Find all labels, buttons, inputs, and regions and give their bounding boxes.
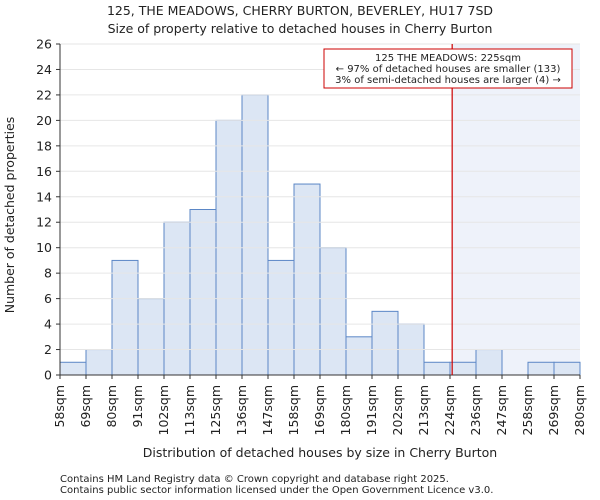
x-tick-label: 58sqm xyxy=(52,385,67,428)
x-tick-label: 224sqm xyxy=(442,385,457,435)
y-tick-label: 8 xyxy=(44,266,52,281)
annotation-line2: ← 97% of detached houses are smaller (13… xyxy=(336,64,561,75)
y-tick-label: 16 xyxy=(36,164,52,179)
x-tick-label: 169sqm xyxy=(312,385,327,435)
bar-91sqm xyxy=(137,298,165,376)
bar-180sqm xyxy=(345,336,373,376)
bar-158sqm xyxy=(293,183,321,376)
y-tick-label: 18 xyxy=(36,138,52,153)
y-tick-label: 20 xyxy=(36,113,52,128)
x-tick-label: 158sqm xyxy=(286,385,301,435)
x-tick-label: 102sqm xyxy=(156,385,171,435)
annotation-line1: 125 THE MEADOWS: 225sqm xyxy=(375,53,521,64)
footer-line2: Contains public sector information licen… xyxy=(60,485,493,496)
y-tick-label: 6 xyxy=(44,291,52,306)
x-tick-label: 91sqm xyxy=(130,385,145,428)
y-tick-label: 10 xyxy=(36,240,52,255)
bar-147sqm xyxy=(267,259,295,376)
bar-69sqm xyxy=(85,349,113,376)
x-tick-label: 247sqm xyxy=(494,385,509,435)
x-tick-label: 213sqm xyxy=(416,385,431,435)
y-tick-label: 4 xyxy=(44,317,52,332)
x-tick-label: 113sqm xyxy=(182,385,197,435)
x-tick-label: 258sqm xyxy=(520,385,535,435)
bar-113sqm xyxy=(189,209,217,376)
highlight-region xyxy=(452,44,580,375)
x-tick-label: 202sqm xyxy=(390,385,405,435)
footer-line1: Contains HM Land Registry data © Crown c… xyxy=(60,474,449,485)
y-tick-label: 12 xyxy=(36,215,52,230)
x-axis-label: Distribution of detached houses by size … xyxy=(143,445,497,460)
x-tick-label: 180sqm xyxy=(338,385,353,435)
bar-258sqm xyxy=(527,361,555,376)
bar-80sqm xyxy=(111,259,139,376)
annotation-line3: 3% of semi-detached houses are larger (4… xyxy=(335,75,561,86)
y-tick-label: 14 xyxy=(36,189,52,204)
x-tick-label: 191sqm xyxy=(364,385,379,435)
x-tick-label: 136sqm xyxy=(234,385,249,435)
bar-213sqm xyxy=(423,361,451,376)
y-tick-label: 26 xyxy=(36,37,52,52)
y-axis-label: Number of detached properties xyxy=(2,117,17,314)
x-tick-label: 269sqm xyxy=(546,385,561,435)
y-tick-label: 0 xyxy=(44,368,52,383)
y-tick-label: 2 xyxy=(44,342,52,357)
x-tick-label: 125sqm xyxy=(208,385,223,435)
x-tick-label: 147sqm xyxy=(260,385,275,435)
annotation-box xyxy=(323,48,573,89)
chart-title: 125, THE MEADOWS, CHERRY BURTON, BEVERLE… xyxy=(107,3,493,18)
bar-191sqm xyxy=(371,310,399,376)
chart-subtitle: Size of property relative to detached ho… xyxy=(108,21,493,36)
x-tick-label: 236sqm xyxy=(468,385,483,435)
bar-269sqm xyxy=(553,361,581,376)
bar-58sqm xyxy=(59,361,87,376)
x-tick-label: 80sqm xyxy=(104,385,119,428)
x-tick-label: 69sqm xyxy=(78,385,93,428)
bar-169sqm xyxy=(319,247,347,376)
y-tick-label: 22 xyxy=(36,87,52,102)
bar-224sqm xyxy=(449,361,477,376)
bar-136sqm xyxy=(241,94,269,376)
y-tick-label: 24 xyxy=(36,62,52,77)
x-tick-label: 280sqm xyxy=(572,385,587,435)
bar-236sqm xyxy=(475,349,503,376)
